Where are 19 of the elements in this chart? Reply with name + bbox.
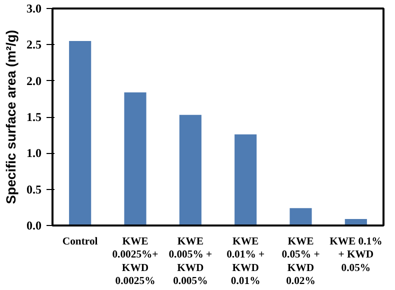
y-axis-title: Specific surface area (m²/g)	[4, 30, 18, 204]
x-tick-label: KWE 0.01% + KWD 0.01%	[226, 236, 265, 288]
bar	[124, 92, 146, 226]
x-tick-label: KWE 0.05% + KWD 0.02%	[282, 236, 320, 288]
y-tick-label: 0.5	[26, 182, 42, 196]
bar	[234, 134, 257, 226]
y-tick-label: 1.0	[26, 146, 42, 160]
x-tick-label: KWE 0.1% + KWD 0.05%	[330, 236, 382, 274]
x-tick-label: Control	[62, 236, 98, 248]
bar	[69, 41, 92, 226]
y-tick-label: 2.0	[26, 74, 42, 88]
x-tick-label: KWE 0.0025%+ KWD 0.0025%	[112, 236, 158, 288]
bar	[290, 208, 312, 226]
y-tick-label: 2.5	[26, 38, 42, 52]
x-tick-label: KWE 0.005% + KWD 0.005%	[168, 236, 212, 288]
y-tick-label: 3.0	[26, 2, 42, 16]
y-tick-label: 0.0	[26, 218, 42, 232]
y-tick-label: 1.5	[26, 110, 42, 124]
bar	[179, 114, 202, 226]
